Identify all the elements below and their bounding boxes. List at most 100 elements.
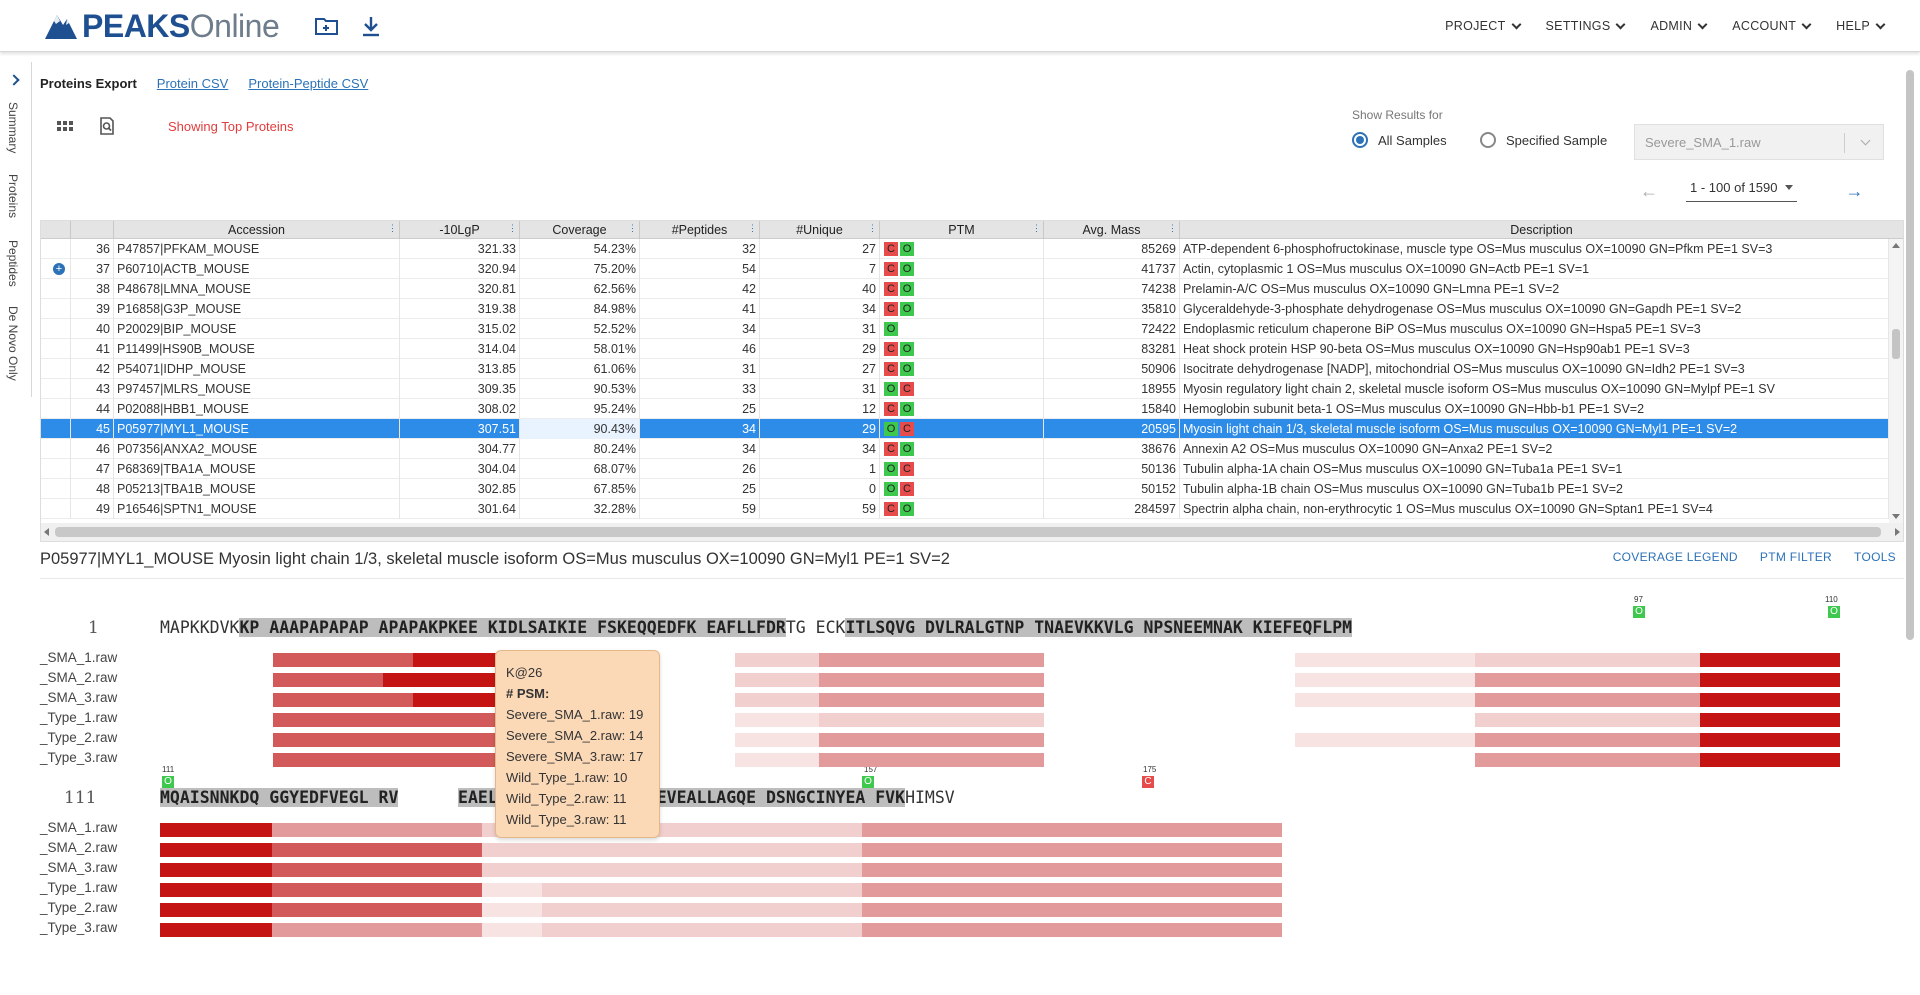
coverage-bar[interactable] [1295,693,1475,707]
coverage-bar[interactable] [735,733,819,747]
table-row[interactable]: 49 P16546|SPTN1_MOUSE 301.64 32.28% 59 59 C O 28… [41,499,1889,519]
scroll-down-icon[interactable] [1892,514,1900,519]
nav-account[interactable]: ACCOUNT [1732,19,1812,33]
ptm-badge[interactable]: O [900,262,914,276]
table-row[interactable]: 46 P07356|ANXA2_MOUSE 304.77 80.24% 34 34 C O 38… [41,439,1889,459]
coverage-bar[interactable] [272,923,482,937]
coverage-bar[interactable] [862,823,1282,837]
table-row[interactable]: 45 P05977|MYL1_MOUSE 307.51 90.43% 34 29 O C 205… [41,419,1889,439]
all-samples-radio[interactable]: All Samples [1352,132,1447,148]
table-row[interactable]: 42 P54071|IDHP_MOUSE 313.85 61.06% 31 27 C O 509… [41,359,1889,379]
sample-select[interactable]: Severe_SMA_1.raw [1634,124,1884,160]
table-row[interactable]: 41 P11499|HS90B_MOUSE 314.04 58.01% 46 29 C O 83… [41,339,1889,359]
logo[interactable]: PEAKSOnline [44,8,280,44]
scroll-up-icon[interactable] [1892,243,1900,248]
tab-de-novo-only[interactable]: De Novo Only [6,306,20,381]
table-horizontal-scrollbar[interactable] [41,523,1903,541]
coverage-bar[interactable] [542,903,862,917]
coverage-bar[interactable] [819,673,1044,687]
scroll-thumb[interactable] [1892,329,1900,359]
coverage-bar[interactable] [735,713,819,727]
coverage-bar[interactable] [273,753,498,767]
coverage-bar[interactable] [482,923,542,937]
ptm-badge[interactable]: O [900,502,914,516]
covered-segment[interactable]: MQAISNNKDQ GGYEDFVEGL RV [160,788,399,807]
ptm-badge[interactable]: C [884,342,898,356]
coverage-bar[interactable] [160,903,272,917]
column-menu-icon[interactable]: ⋮ [1032,223,1041,233]
coverage-bar[interactable] [862,843,1282,857]
table-row[interactable]: 44 P02088|HBB1_MOUSE 308.02 95.24% 25 12 C O 158… [41,399,1889,419]
ptm-badge[interactable]: O [884,382,898,396]
ptm-badge[interactable]: O [884,482,898,496]
table-row[interactable]: 38 P48678|LMNA_MOUSE 320.81 62.56% 42 40 C O 742… [41,279,1889,299]
table-row[interactable]: +37 P60710|ACTB_MOUSE 320.94 75.20% 54 7 C O 417… [41,259,1889,279]
column-menu-icon[interactable]: ⋮ [388,223,397,233]
open-folder-icon[interactable] [314,14,340,38]
coverage-bar[interactable] [862,863,1282,877]
coverage-bar[interactable] [862,883,1282,897]
coverage-bar[interactable] [819,693,1044,707]
coverage-legend-link[interactable]: COVERAGE LEGEND [1612,550,1738,564]
coverage-bar[interactable] [272,843,482,857]
search-document-icon[interactable] [98,117,116,135]
ptm-badge[interactable]: O [900,442,914,456]
coverage-bar[interactable] [1295,653,1475,667]
ptm-mark[interactable]: O [162,776,174,788]
coverage-bar[interactable] [482,903,542,917]
ptm-mark[interactable]: O [1633,606,1645,618]
coverage-bar[interactable] [383,673,503,687]
page-scrollbar[interactable] [1903,62,1917,642]
coverage-bar[interactable] [272,883,482,897]
coverage-bar[interactable] [160,923,272,937]
coverage-bar[interactable] [273,693,413,707]
coverage-bar[interactable] [1295,733,1475,747]
coverage-bar[interactable] [735,693,819,707]
ptm-badge[interactable]: O [884,462,898,476]
column-menu-icon[interactable]: ⋮ [508,223,517,233]
coverage-bar[interactable] [819,753,1044,767]
nav-project[interactable]: PROJECT [1445,19,1521,33]
coverage-bar[interactable] [273,653,413,667]
scroll-thumb[interactable] [55,527,1881,537]
ptm-badge[interactable]: C [884,362,898,376]
coverage-bar[interactable] [862,903,1282,917]
coverage-bar[interactable] [482,843,862,857]
coverage-bar[interactable] [1475,673,1700,687]
coverage-bar[interactable] [1475,693,1700,707]
coverage-bar[interactable] [819,733,1044,747]
coverage-bar[interactable] [272,863,482,877]
column-menu-icon[interactable]: ⋮ [868,223,877,233]
coverage-bar[interactable] [272,903,482,917]
coverage-bar[interactable] [1700,733,1840,747]
specified-sample-radio[interactable]: Specified Sample [1480,132,1607,148]
coverage-bar[interactable] [273,673,383,687]
expand-row-plus-icon[interactable]: + [53,263,65,275]
ptm-badge[interactable]: O [900,282,914,296]
ptm-badge[interactable]: O [900,342,914,356]
coverage-bar[interactable] [482,863,862,877]
ptm-badge[interactable]: C [884,282,898,296]
ptm-badge[interactable]: C [884,262,898,276]
table-row[interactable]: 40 P20029|BIP_MOUSE 315.02 52.52% 34 31 O 72422… [41,319,1889,339]
tab-summary[interactable]: Summary [6,102,20,154]
nav-admin[interactable]: ADMIN [1650,19,1708,33]
coverage-bar[interactable] [160,883,272,897]
expand-rail-icon[interactable] [8,74,20,86]
header-lgp[interactable]: -10LgP ⋮ [400,221,520,239]
coverage-bar[interactable] [542,923,862,937]
scroll-right-icon[interactable] [1895,528,1900,536]
coverage-bar[interactable] [413,653,503,667]
column-menu-icon[interactable]: ⋮ [748,223,757,233]
coverage-bar[interactable] [160,843,272,857]
coverage-bar[interactable] [160,823,272,837]
coverage-bar[interactable] [482,883,542,897]
table-row[interactable]: 48 P05213|TBA1B_MOUSE 302.85 67.85% 25 0 O C 501… [41,479,1889,499]
coverage-bar[interactable] [1475,653,1700,667]
column-menu-icon[interactable]: ⋮ [628,223,637,233]
protein-csv-link[interactable]: Protein CSV [156,75,229,91]
table-vertical-scrollbar[interactable] [1889,239,1903,523]
coverage-bar[interactable] [1700,693,1840,707]
header-peptides[interactable]: #Peptides ⋮ [640,221,760,239]
ptm-mark[interactable]: O [1828,606,1840,618]
